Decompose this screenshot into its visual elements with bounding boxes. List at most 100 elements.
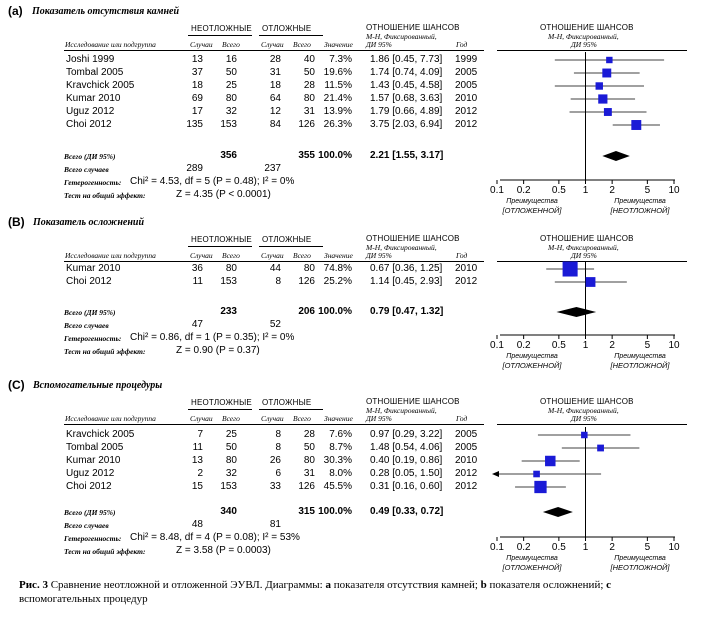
overall-effect-label: Тест на общий эффект: (64, 347, 146, 356)
study-marker (631, 120, 642, 130)
events-delayed-total: 52 (269, 319, 281, 330)
favours-label-right: Преимущества (614, 198, 666, 205)
total-emergency: 340 (220, 506, 237, 517)
caption-text: показателя отсутствия камней; (331, 579, 481, 591)
heterogeneity-stats: Chi² = 0.86, df = 1 (P = 0.35); I² = 0% (130, 332, 295, 343)
favours-group-right: [НЕОТЛОЖНОЙ] (610, 563, 671, 572)
total-delayed: 80 (303, 455, 315, 466)
weight-value: 11.5% (324, 80, 352, 91)
events-header: Случаи (261, 40, 284, 49)
favours-group-left: [ОТЛОЖЕННОЙ] (502, 361, 563, 370)
events-emergency: 69 (191, 93, 203, 104)
events-header: Случаи (190, 40, 213, 49)
events-emergency: 7 (197, 429, 203, 440)
overall-effect-stats: Z = 4.35 (P < 0.0001) (176, 189, 271, 200)
group-header-delayed: ОТЛОЖНЫЕ (262, 398, 312, 407)
study-marker (598, 94, 608, 104)
figure-caption: Рис. 3 Сравнение неотложной и отложенной… (19, 578, 699, 606)
total-header: Всего (222, 251, 240, 260)
study-name: Choi 2012 (66, 276, 112, 287)
weight-value: 19.6% (323, 67, 352, 78)
weight-header: Значение (324, 251, 353, 260)
events-emergency: 13 (191, 455, 203, 466)
favours-group-right: [НЕОТЛОЖНОЙ] (610, 361, 671, 370)
events-delayed: 8 (275, 276, 281, 287)
study-marker (585, 277, 596, 287)
total-delayed: 50 (303, 67, 315, 78)
caption-c: c (606, 579, 612, 591)
total-delayed: 31 (303, 468, 315, 479)
header-rule (497, 261, 687, 262)
events-delayed: 33 (269, 481, 281, 492)
year-value: 2010 (455, 263, 478, 274)
heterogeneity-label: Гетерогенность: (64, 334, 122, 343)
favours-group-right: [НЕОТЛОЖНОЙ] (610, 206, 671, 215)
odds-ratio-value: 1.79 [0.66, 4.89] (370, 106, 443, 117)
total-emergency: 153 (220, 276, 237, 287)
year-value: 2012 (455, 119, 478, 130)
total-weight: 100.0% (318, 150, 352, 161)
year-value: 2012 (455, 276, 478, 287)
pooled-diamond (556, 307, 597, 317)
total-delayed: 80 (303, 263, 315, 274)
group-header-delayed: ОТЛОЖНЫЕ (262, 24, 312, 33)
odds-ratio-value: 0.40 [0.19, 0.86] (370, 455, 443, 466)
x-tick-label: 5 (645, 185, 651, 196)
events-emergency: 135 (186, 119, 203, 130)
total-label: Всего (ДИ 95%) (64, 152, 116, 161)
ci-arrow (492, 471, 499, 477)
events-emergency: 2 (197, 468, 203, 479)
group-header-emergency: НЕОТЛОЖНЫЕ (191, 24, 252, 33)
odds-ratio-value: 0.97 [0.29, 3.22] (370, 429, 443, 440)
header-rule (497, 424, 687, 425)
plot-header: ОТНОШЕНИЕ ШАНСОВ (540, 234, 634, 243)
pooled-diamond (542, 507, 573, 517)
x-tick-label: 1 (583, 542, 589, 553)
group-underline (188, 409, 252, 410)
group-underline (259, 35, 323, 36)
header-rule (64, 50, 484, 51)
study-name: Choi 2012 (66, 481, 112, 492)
heterogeneity-stats: Chi² = 8.48, df = 4 (P = 0.08); I² = 53% (130, 532, 300, 543)
group-underline (188, 246, 252, 247)
total-emergency: 80 (225, 93, 237, 104)
year-value: 2012 (455, 481, 478, 492)
total-delayed: 31 (303, 106, 315, 117)
total-emergency: 50 (225, 67, 237, 78)
study-name: Choi 2012 (66, 119, 112, 130)
events-emergency: 11 (192, 276, 203, 287)
caption-b: b (480, 579, 487, 591)
or-header: ОТНОШЕНИЕ ШАНСОВ (366, 397, 460, 406)
total-label: Всего (ДИ 95%) (64, 508, 116, 517)
events-delayed: 84 (269, 119, 281, 130)
group-header-emergency: НЕОТЛОЖНЫЕ (191, 235, 252, 244)
study-marker (562, 261, 578, 277)
year-header: Год (456, 251, 468, 260)
favours-group-left: [ОТЛОЖЕННОЙ] (502, 563, 563, 572)
events-emergency: 13 (191, 54, 203, 65)
x-tick-label: 2 (609, 185, 615, 196)
plot-header: ОТНОШЕНИЕ ШАНСОВ (540, 23, 634, 32)
weight-value: 25.2% (323, 276, 352, 287)
odds-ratio-value: 0.31 [0.16, 0.60] (370, 481, 443, 492)
heterogeneity-label: Гетерогенность: (64, 178, 122, 187)
total-delayed: 28 (303, 429, 315, 440)
group-header-delayed: ОТЛОЖНЫЕ (262, 235, 312, 244)
weight-value: 30.3% (323, 455, 352, 466)
events-delayed: 31 (269, 67, 281, 78)
or-subheader: ДИ 95% (366, 40, 392, 49)
year-value: 2005 (455, 429, 478, 440)
events-emergency-total: 47 (191, 319, 203, 330)
weight-value: 8.7% (329, 442, 352, 453)
total-emergency: 32 (225, 468, 237, 479)
year-value: 2005 (455, 80, 478, 91)
total-delayed: 80 (303, 93, 315, 104)
total-label: Всего (ДИ 95%) (64, 308, 116, 317)
plot-subheader: M-H, Фиксированный, (548, 243, 619, 252)
heterogeneity-stats: Chi² = 4.53, df = 5 (P = 0.48); I² = 0% (130, 176, 295, 187)
weight-value: 7.6% (329, 429, 352, 440)
plot-subheader: ДИ 95% (571, 251, 597, 260)
events-header: Случаи (261, 251, 284, 260)
plot-subheader: ДИ 95% (571, 414, 597, 423)
